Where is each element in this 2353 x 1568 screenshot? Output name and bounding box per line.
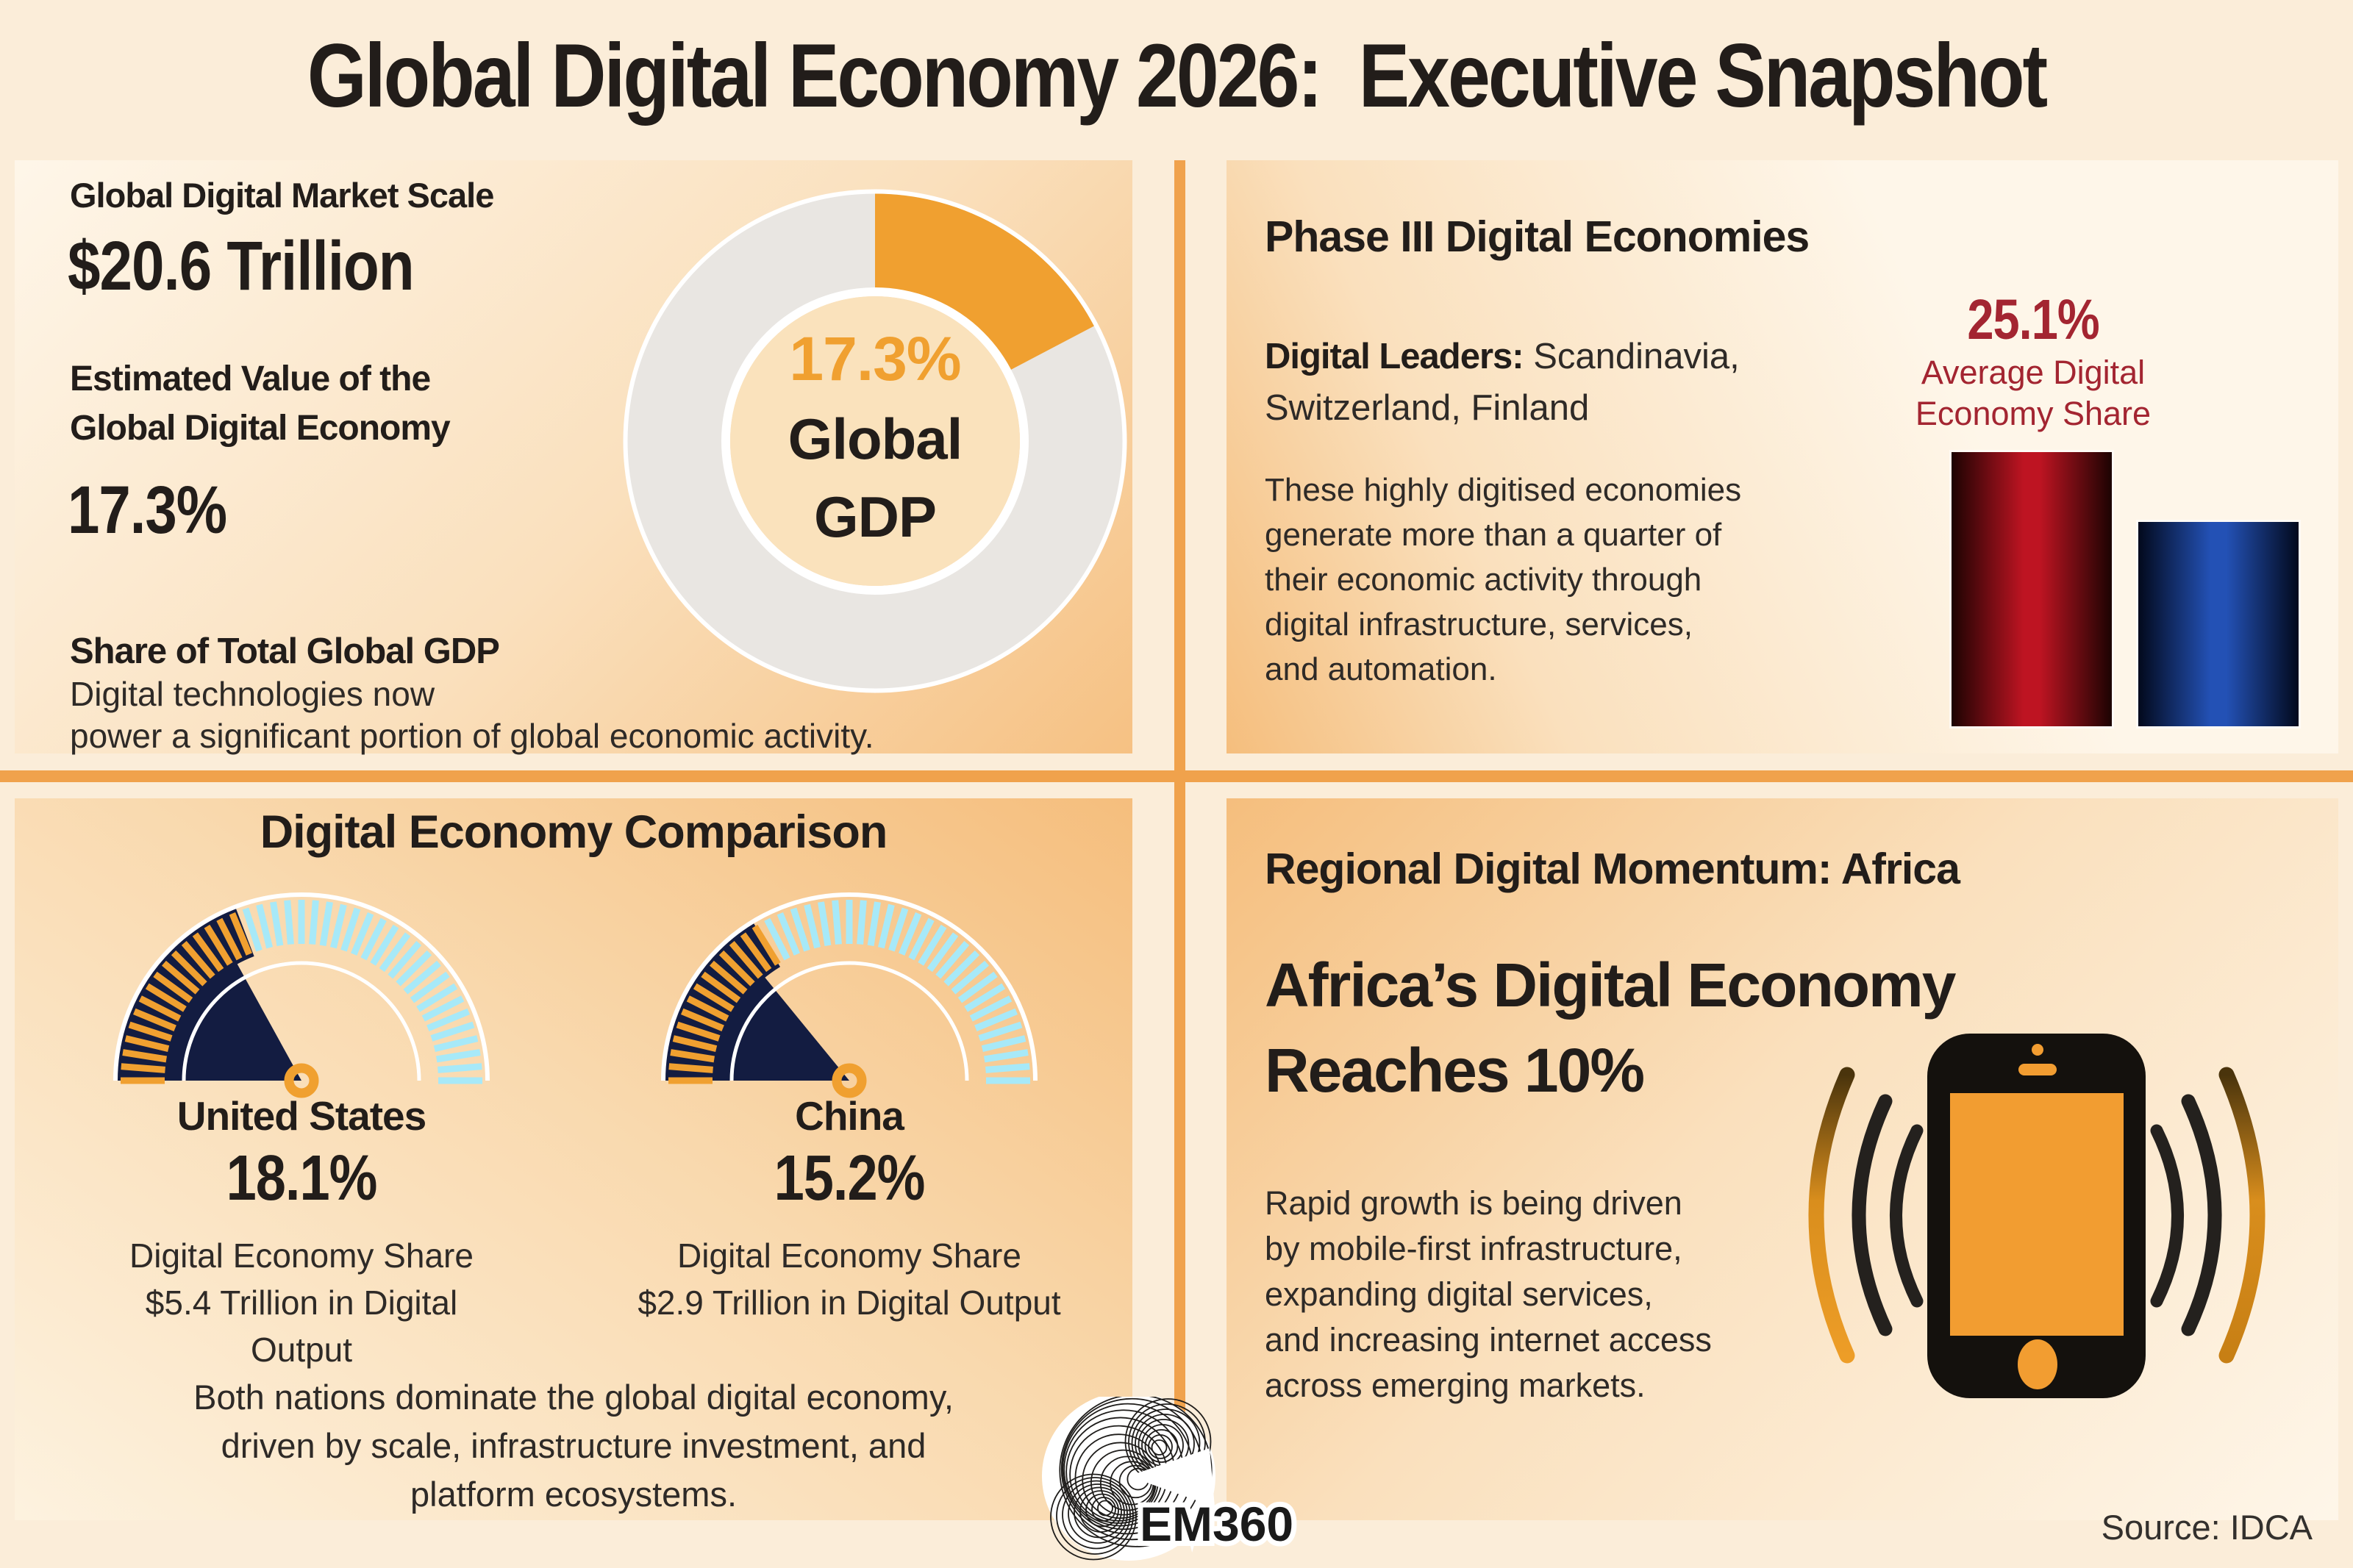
share-gdp-heading: Share of Total Global GDP: [70, 631, 500, 671]
china-pct: 15.2%: [774, 1142, 926, 1214]
source-credit: Source: IDCA: [2101, 1508, 2313, 1547]
digital-leaders-line: Digital Leaders: Scandinavia, Switzerland…: [1265, 337, 1740, 428]
market-scale-value: $20.6 Trillion: [68, 227, 415, 305]
phone-speaker: [2018, 1064, 2057, 1075]
em360-logo: EM360: [1042, 1397, 1299, 1561]
market-scale-heading: Global Digital Market Scale: [70, 176, 494, 215]
gauge-china: [661, 892, 1038, 1098]
phone-home-button: [2018, 1339, 2057, 1389]
share-gdp-paragraph: Digital technologies now power a signific…: [70, 675, 874, 755]
comparison-footer: Both nations dominate the global digital…: [193, 1378, 954, 1514]
bar-comparison: [2138, 522, 2299, 726]
donut-center-line1: Global: [788, 407, 963, 471]
comparison-heading: Digital Economy Comparison: [260, 806, 888, 858]
phone-camera-dot: [2032, 1044, 2043, 1056]
gauge-united-states: [113, 892, 490, 1098]
phase3-stat-label: Average Digital Economy Share: [1915, 354, 2152, 432]
bar-phase3-average: [1952, 452, 2112, 726]
donut-center-line2: GDP: [813, 484, 937, 549]
us-pct: 18.1%: [226, 1142, 378, 1214]
signal-waves-right: [2150, 1067, 2265, 1364]
china-sublines: Digital Economy Share $2.9 Trillion in Di…: [638, 1236, 1061, 1322]
digital-economy-pct: 17.3%: [68, 471, 227, 548]
africa-paragraph: Rapid growth is being driven by mobile-fi…: [1265, 1184, 1712, 1404]
panel-africa: [1227, 798, 2338, 1520]
phone-screen: [1950, 1093, 2124, 1336]
phase3-heading: Phase III Digital Economies: [1265, 212, 1810, 261]
signal-waves-left: [1808, 1067, 1924, 1364]
panel-comparison: [15, 798, 1132, 1520]
page-title: Global Digital Economy 2026: Executive S…: [307, 26, 2048, 127]
digital-economy-value-label: Estimated Value of the Global Digital Eco…: [70, 359, 451, 448]
logo-wordmark: EM360: [1140, 1497, 1293, 1551]
africa-big-statement: Africa’s Digital Economy Reaches 10%: [1265, 951, 1956, 1105]
phase3-paragraph: These highly digitised economies generate…: [1265, 472, 1742, 687]
phase3-stat-block: 25.1% Average Digital Economy Share: [1860, 287, 2206, 434]
global-gdp-donut-chart: [623, 189, 1127, 693]
china-label: China: [795, 1093, 904, 1139]
logo-halo: [1042, 1397, 1215, 1561]
africa-heading: Regional Digital Momentum: Africa: [1265, 845, 1960, 893]
us-sublines: Digital Economy Share $5.4 Trillion in Di…: [129, 1236, 474, 1369]
vertical-divider: [1174, 160, 1185, 1522]
us-label: United States: [176, 1093, 426, 1139]
donut-center-pct: 17.3%: [789, 324, 961, 393]
phase3-stat-pct: 25.1%: [1967, 287, 2099, 351]
phone-body: [1927, 1034, 2146, 1398]
mobile-phone-icon: [1808, 1034, 2265, 1398]
digital-leaders-label: Digital Leaders:: [1265, 337, 1524, 376]
